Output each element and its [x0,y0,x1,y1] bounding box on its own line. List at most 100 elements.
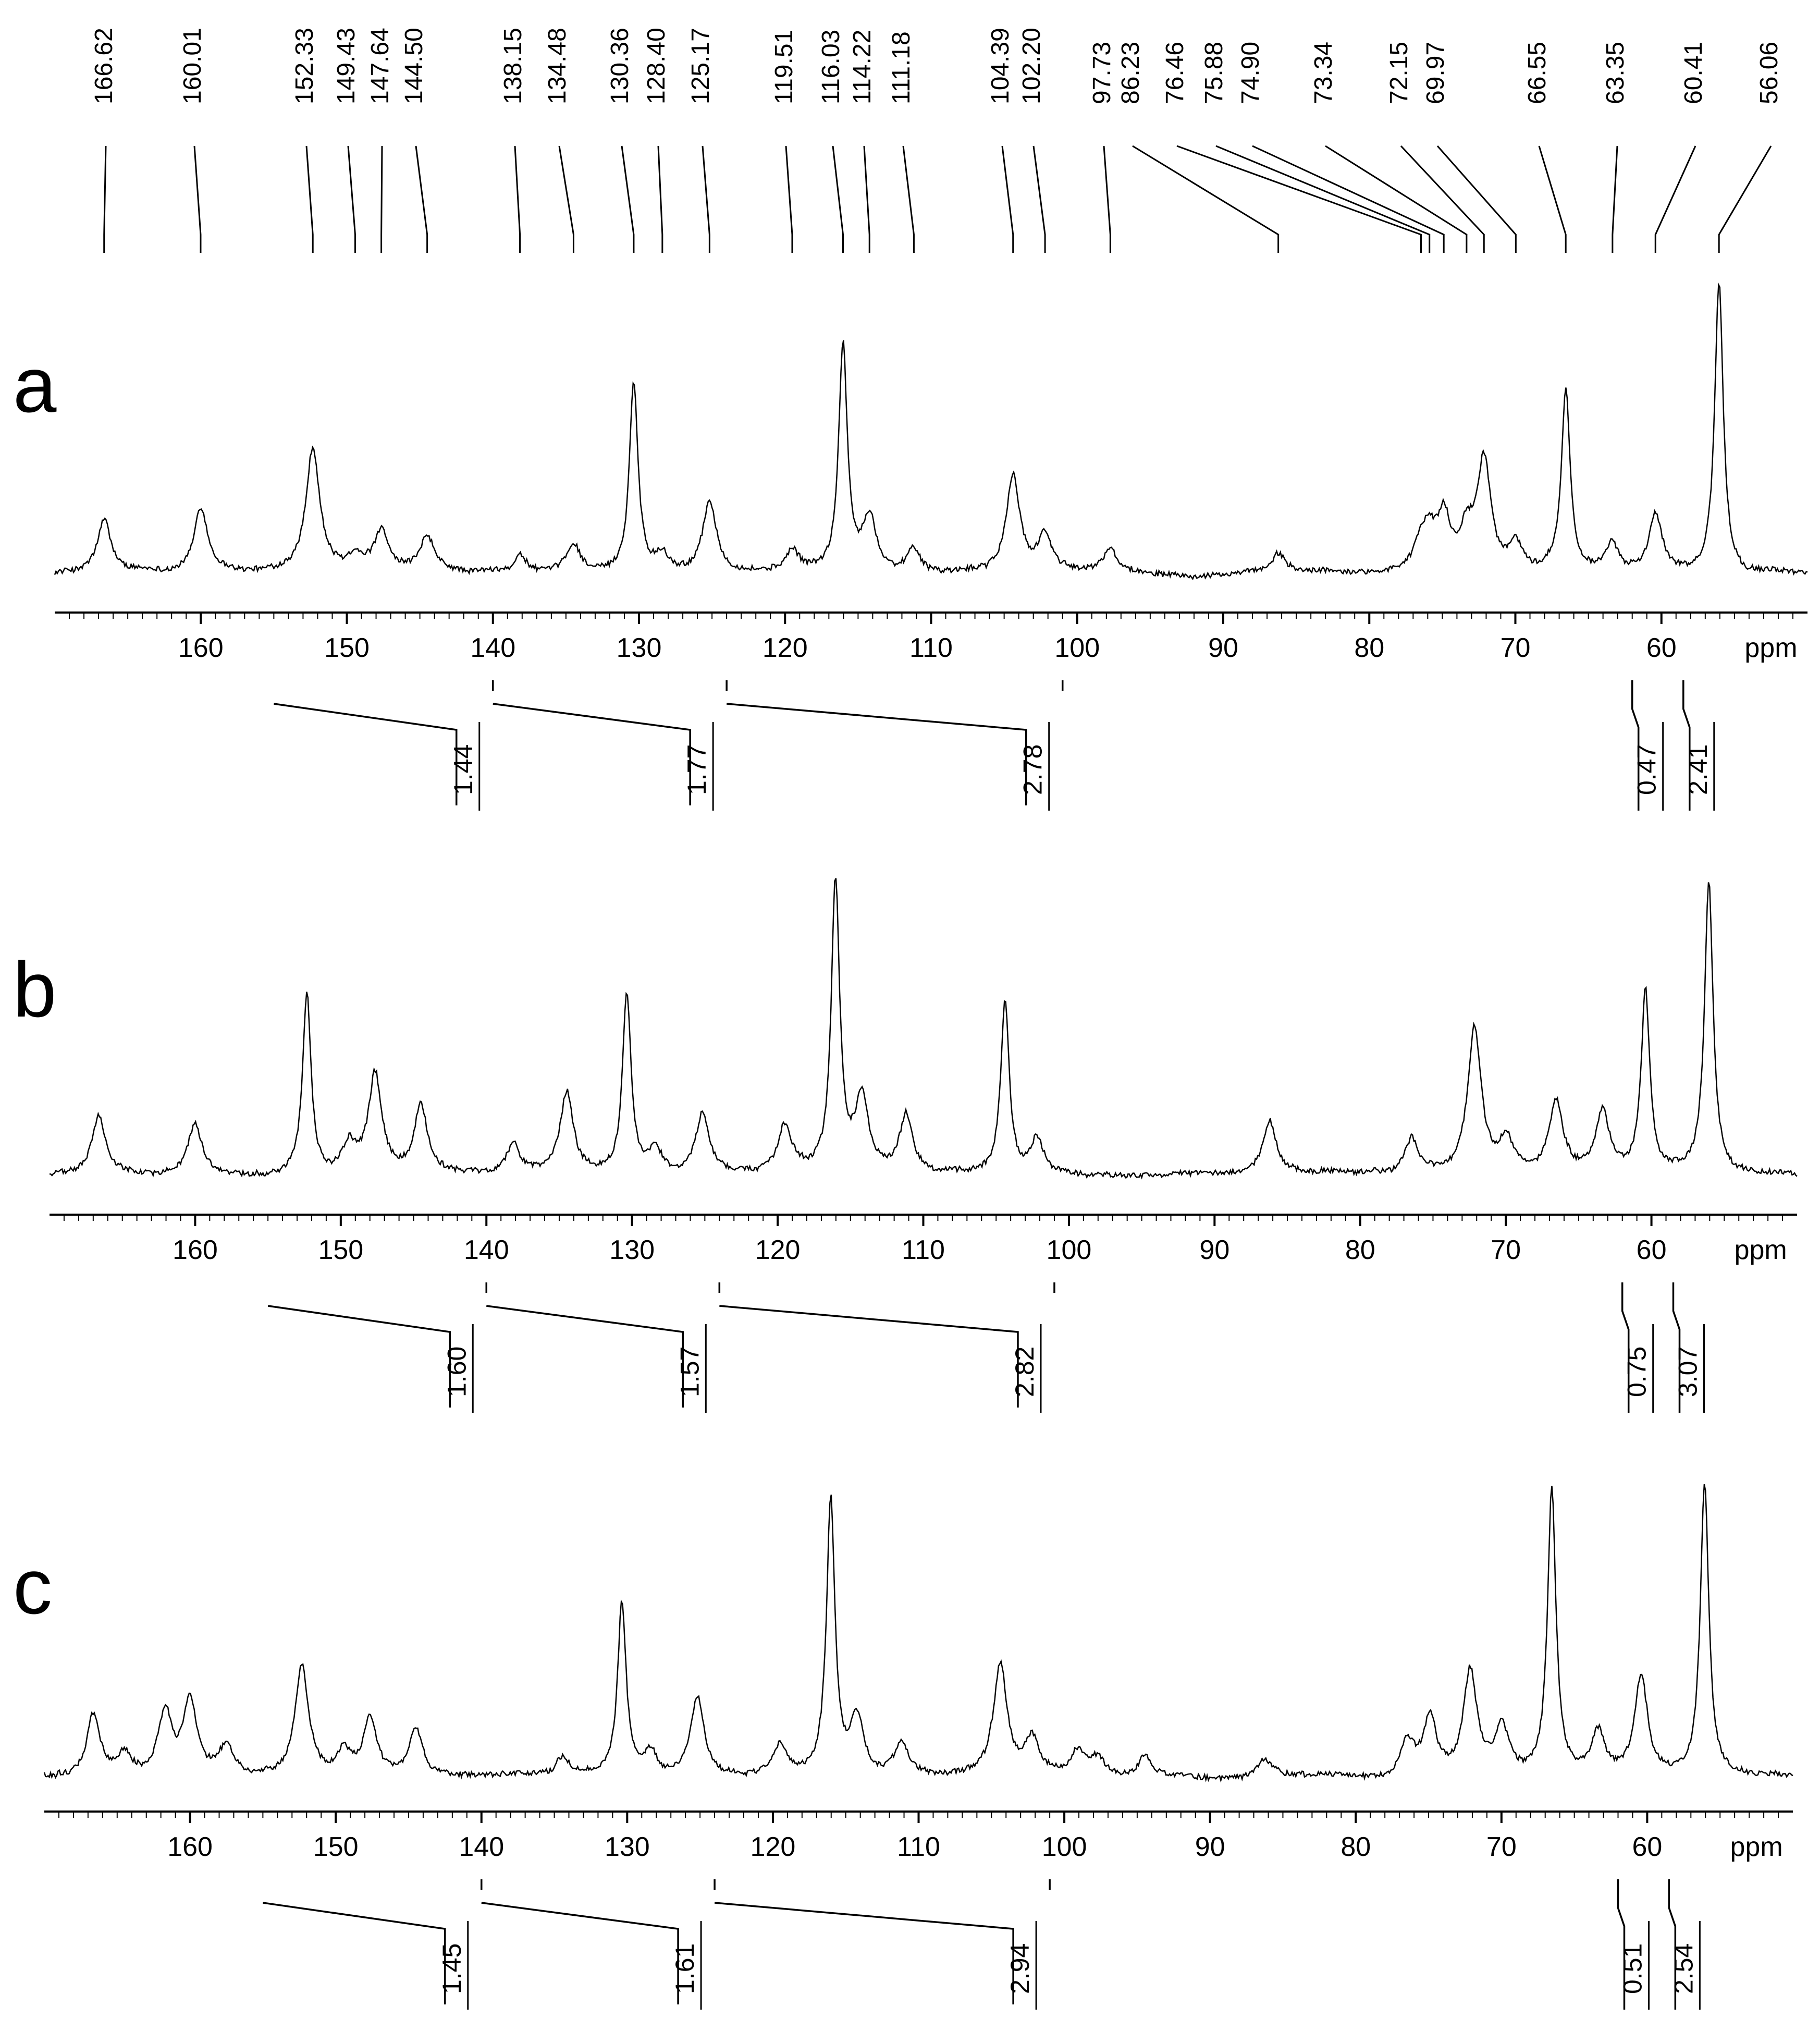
peak-label: 144.50 [400,28,428,104]
panel-letter: c [13,1543,52,1630]
peak-leader-line [1436,145,1517,253]
integral-bracket [1668,1879,1677,2010]
peak-leader-line [1538,145,1567,253]
peak-leader-line [193,145,202,253]
x-tick-label: 100 [1054,633,1100,663]
integral-bracket [1682,680,1691,811]
x-axis-unit: ppm [1730,1832,1783,1862]
x-tick-label: 160 [173,1235,218,1265]
peak-leader-line [305,145,314,253]
peak-label: 160.01 [179,28,206,104]
spectrum-trace [54,282,1808,581]
x-tick-label: 60 [1646,633,1677,663]
x-tick-label: 100 [1047,1235,1092,1265]
x-tick-label: 80 [1345,1235,1375,1265]
peak-label: 74.90 [1237,42,1264,104]
peak-label: 72.15 [1385,42,1413,104]
peak-leader-line [785,145,793,253]
peak-label: 63.35 [1602,42,1629,104]
integral-value: 1.60 [442,1347,471,1397]
x-axis-unit: ppm [1735,1235,1787,1265]
x-tick-label: 130 [617,633,662,663]
integral-value: 0.75 [1622,1347,1652,1397]
peak-label: 119.51 [770,30,798,104]
x-axis-unit: ppm [1744,633,1797,663]
integral-value: 2.82 [1010,1347,1039,1397]
x-tick-label: 140 [464,1235,509,1265]
integral-bracket [726,680,1064,805]
peak-label: 76.46 [1161,42,1189,104]
peak-label: 104.39 [987,28,1014,104]
peak-leader-line [1215,145,1431,253]
integral-value: 0.47 [1632,744,1662,795]
peak-leader-line [103,145,107,253]
x-tick-label: 130 [609,1235,655,1265]
x-tick-label: 120 [755,1235,801,1265]
integral-bracket [267,1282,487,1408]
integral-value: 1.61 [670,1943,699,1994]
x-tick-label: 120 [763,633,808,663]
peak-leader-line [1252,145,1445,253]
x-tick-label: 70 [1501,633,1531,663]
integral-value: 1.45 [437,1943,466,1994]
integral-bracket [1617,1879,1626,2010]
peak-label: 97.73 [1088,42,1116,104]
peak-leader-line [1718,145,1772,253]
integral-value: 1.44 [449,744,478,795]
panel-c: c 160 150 140 130 120 110 100 90 80 70 60 ppm 1.45 1.6… [13,1484,1793,2010]
peak-label: 125.17 [687,28,715,104]
integral-value: 1.77 [682,744,711,795]
peak-label: 111.18 [888,31,915,104]
peak-leader-line [1325,145,1468,253]
x-tick-label: 80 [1341,1832,1371,1862]
panel-letter: b [13,946,56,1033]
integral-value: 2.94 [1005,1943,1035,1994]
x-tick-label: 150 [318,1235,363,1265]
peak-leader-line [1400,145,1485,253]
peak-leader-line [902,145,915,253]
x-tick-label: 160 [167,1832,213,1862]
panel-a: a 160 150 140 130 120 110 100 90 80 70 60 ppm 1.44 1.7… [13,28,1808,811]
x-tick-label: 110 [902,1235,945,1265]
peak-leader-line [863,145,870,253]
peak-leader-line [1176,145,1422,253]
peak-leader-line [1654,145,1696,253]
peak-label: 86.23 [1117,42,1145,104]
integral-bracket [274,680,494,805]
peak-leader-line [657,145,663,253]
x-tick-label: 60 [1632,1832,1662,1862]
x-tick-label: 110 [897,1832,940,1862]
integral-bracket [1621,1282,1630,1413]
integral-bracket [493,680,728,805]
x-tick-label: 160 [178,633,224,663]
integral-value: 3.07 [1673,1347,1702,1397]
peak-leader-line [1132,145,1280,253]
integral-bracket [486,1282,721,1408]
peak-leader-line [347,145,356,253]
peak-leader-line [621,145,635,253]
x-tick-label: 70 [1486,1832,1517,1862]
peak-label: 73.34 [1310,42,1337,104]
peak-label: 149.43 [333,28,360,104]
peak-label: 69.97 [1422,42,1449,104]
peak-leader-line [1032,145,1046,253]
peak-label: 128.40 [643,28,670,104]
integral-bracket [263,1879,483,2004]
spectrum-trace [49,878,1798,1180]
x-tick-label: 90 [1195,1832,1225,1862]
x-tick-label: 70 [1491,1235,1521,1265]
panel-b: b 160 150 140 130 120 110 100 90 80 70 60 ppm 1.60 1.5… [13,878,1798,1413]
peak-label: 138.15 [499,28,527,104]
x-tick-label: 140 [470,633,515,663]
peak-label: 114.22 [848,30,876,104]
peak-leader-line [514,145,521,253]
integral-value: 2.41 [1683,744,1713,795]
peak-label: 166.62 [90,28,118,104]
x-tick-label: 150 [313,1832,359,1862]
x-tick-label: 140 [459,1832,504,1862]
peak-label: 152.33 [291,28,318,104]
integral-value: 2.54 [1669,1943,1698,1994]
integral-bracket [1631,680,1640,811]
peak-label: 75.88 [1200,42,1228,104]
